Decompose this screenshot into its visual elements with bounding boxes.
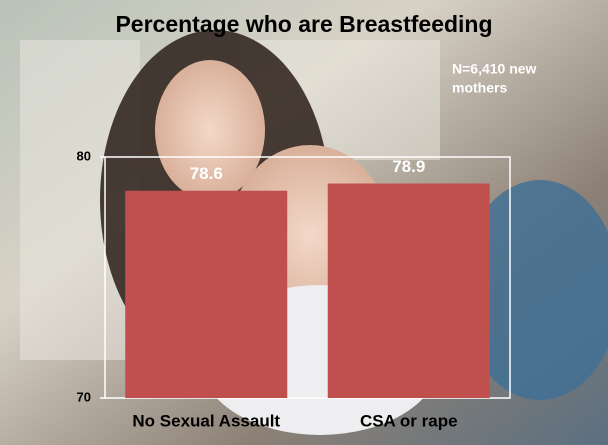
y-tick-label: 80 bbox=[77, 148, 91, 163]
value-label: 78.9 bbox=[392, 157, 425, 176]
annotation: N=6,410 new bbox=[452, 61, 537, 77]
x-tick-label: No Sexual Assault bbox=[132, 411, 280, 430]
chart-title: Percentage who are Breastfeeding bbox=[115, 11, 492, 37]
annotation: mothers bbox=[452, 80, 507, 96]
y-tick-label: 70 bbox=[77, 389, 91, 404]
bar bbox=[125, 191, 287, 398]
chart: Percentage who are Breastfeeding N=6,410… bbox=[0, 0, 608, 445]
bar bbox=[328, 184, 490, 398]
x-tick-label: CSA or rape bbox=[360, 411, 458, 430]
value-label: 78.6 bbox=[190, 164, 223, 183]
